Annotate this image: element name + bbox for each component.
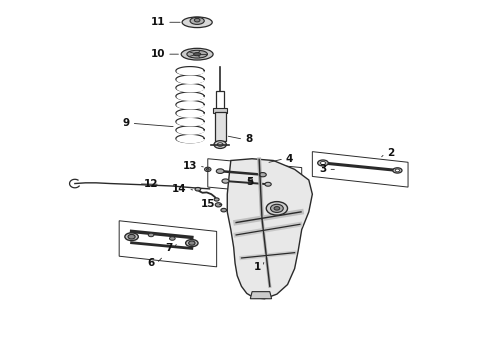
Ellipse shape [320,161,325,165]
Text: 9: 9 [122,118,130,128]
Ellipse shape [205,167,211,171]
Text: 12: 12 [144,179,158,189]
Bar [213,108,227,113]
Ellipse shape [194,53,201,56]
Text: 6: 6 [147,258,155,268]
Ellipse shape [187,50,207,58]
Ellipse shape [393,168,402,173]
Polygon shape [227,159,312,299]
Ellipse shape [128,234,135,239]
Text: 3: 3 [319,165,326,174]
Ellipse shape [195,188,201,191]
Ellipse shape [189,241,195,245]
Text: 1: 1 [254,262,261,272]
Ellipse shape [318,160,328,166]
Ellipse shape [214,141,226,148]
Text: 7: 7 [165,243,172,253]
Ellipse shape [222,179,229,183]
Ellipse shape [190,17,204,24]
Ellipse shape [125,233,138,240]
Ellipse shape [182,17,212,28]
Bar [215,112,225,141]
Ellipse shape [216,169,224,174]
Ellipse shape [186,239,198,247]
Text: 5: 5 [246,177,254,187]
Ellipse shape [148,233,154,237]
Text: 15: 15 [200,199,215,209]
Ellipse shape [248,179,252,181]
Ellipse shape [215,203,221,207]
Ellipse shape [265,182,271,186]
Ellipse shape [195,18,200,22]
Text: 10: 10 [151,49,165,59]
Text: 11: 11 [151,17,165,27]
Bar [216,91,224,109]
Ellipse shape [395,169,399,172]
Ellipse shape [259,172,266,177]
Ellipse shape [181,48,213,60]
Text: 4: 4 [286,154,293,164]
Ellipse shape [274,207,280,210]
Text: 13: 13 [183,161,197,171]
Polygon shape [250,292,271,299]
Ellipse shape [266,202,288,215]
Text: 2: 2 [387,148,394,158]
Text: 14: 14 [172,184,187,194]
Ellipse shape [170,237,175,240]
Ellipse shape [214,198,219,201]
Ellipse shape [221,208,226,212]
Ellipse shape [206,168,209,170]
Text: 8: 8 [245,134,252,144]
Ellipse shape [218,143,223,146]
Ellipse shape [270,204,283,212]
